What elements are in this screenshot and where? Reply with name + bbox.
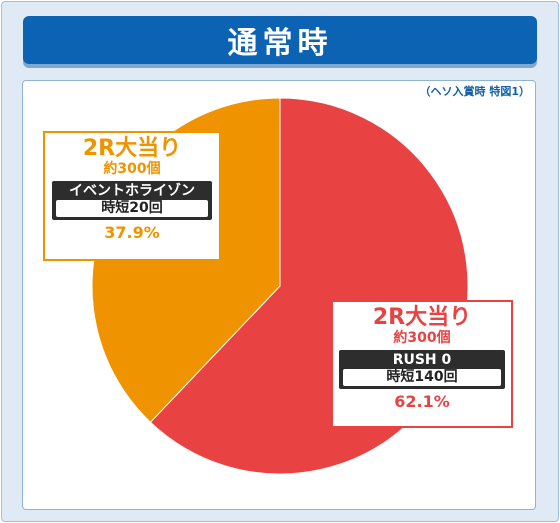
- callout-orange-pct: 37.9%: [104, 223, 160, 242]
- callout-red-pct: 62.1%: [394, 392, 450, 411]
- callout-orange-mode-box: イベントホライゾン 時短20回: [52, 181, 212, 220]
- callout-red: 2R大当り 約300個 RUSH 0 時短140回 62.1%: [331, 300, 513, 428]
- callout-red-sub: 約300個: [393, 330, 451, 346]
- callout-red-mode-box: RUSH 0 時短140回: [339, 350, 505, 389]
- callout-orange: 2R大当り 約300個 イベントホライゾン 時短20回 37.9%: [43, 131, 221, 261]
- callout-orange-sub: 約300個: [103, 161, 161, 177]
- callout-orange-mode: イベントホライゾン: [69, 183, 195, 199]
- callout-red-mode: RUSH 0: [392, 352, 452, 368]
- note-text: （ヘソ入賞時 特図1）: [419, 85, 530, 98]
- callout-red-jitan: 時短140回: [343, 369, 501, 386]
- callout-orange-title: 2R大当り: [82, 136, 182, 161]
- callout-red-title: 2R大当り: [372, 305, 472, 330]
- header-title: 通常時: [227, 26, 333, 61]
- header-bar: 通常時: [23, 16, 537, 64]
- callout-orange-jitan: 時短20回: [56, 200, 208, 217]
